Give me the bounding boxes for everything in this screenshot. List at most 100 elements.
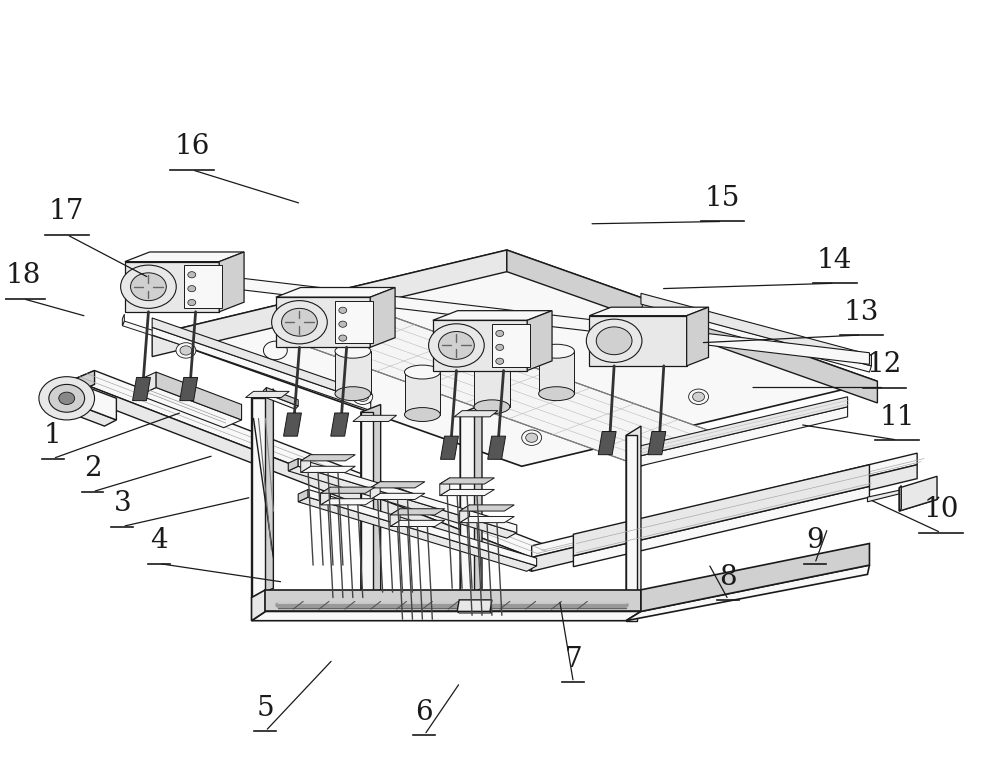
Polygon shape bbox=[298, 459, 517, 532]
Polygon shape bbox=[252, 389, 273, 598]
Circle shape bbox=[353, 389, 373, 405]
Polygon shape bbox=[284, 413, 301, 436]
Polygon shape bbox=[73, 370, 95, 394]
Circle shape bbox=[439, 332, 474, 360]
Polygon shape bbox=[639, 397, 848, 456]
Polygon shape bbox=[390, 508, 400, 526]
Polygon shape bbox=[573, 487, 869, 567]
Polygon shape bbox=[288, 467, 517, 538]
Text: 18: 18 bbox=[5, 263, 41, 289]
Polygon shape bbox=[390, 520, 445, 526]
Polygon shape bbox=[441, 436, 458, 460]
Polygon shape bbox=[252, 590, 265, 621]
Polygon shape bbox=[899, 486, 901, 511]
Polygon shape bbox=[321, 487, 330, 505]
Polygon shape bbox=[641, 293, 871, 366]
Polygon shape bbox=[331, 413, 349, 436]
Polygon shape bbox=[72, 381, 116, 420]
Polygon shape bbox=[532, 453, 917, 557]
Polygon shape bbox=[133, 377, 150, 401]
Circle shape bbox=[176, 343, 196, 358]
Polygon shape bbox=[492, 324, 530, 367]
Circle shape bbox=[526, 433, 538, 443]
Polygon shape bbox=[687, 307, 709, 366]
Polygon shape bbox=[460, 505, 470, 522]
Ellipse shape bbox=[474, 357, 510, 371]
Polygon shape bbox=[457, 611, 492, 613]
Ellipse shape bbox=[335, 387, 371, 401]
Polygon shape bbox=[335, 301, 373, 343]
Text: 11: 11 bbox=[880, 404, 915, 431]
Text: 1: 1 bbox=[44, 422, 62, 450]
Circle shape bbox=[496, 330, 504, 336]
Bar bbox=[335, 351, 371, 394]
Polygon shape bbox=[460, 405, 482, 598]
Circle shape bbox=[188, 285, 196, 291]
Polygon shape bbox=[353, 415, 397, 422]
Circle shape bbox=[339, 307, 347, 313]
Polygon shape bbox=[298, 490, 308, 501]
Text: 12: 12 bbox=[867, 351, 902, 378]
Polygon shape bbox=[180, 377, 198, 401]
Polygon shape bbox=[370, 494, 425, 499]
Polygon shape bbox=[370, 482, 425, 488]
Polygon shape bbox=[370, 482, 380, 499]
Polygon shape bbox=[184, 266, 222, 308]
Polygon shape bbox=[527, 311, 552, 370]
Polygon shape bbox=[433, 320, 527, 370]
Polygon shape bbox=[252, 398, 265, 598]
Ellipse shape bbox=[539, 344, 574, 358]
Text: 2: 2 bbox=[84, 456, 101, 483]
Polygon shape bbox=[457, 600, 492, 611]
Polygon shape bbox=[301, 455, 311, 473]
Polygon shape bbox=[154, 268, 869, 364]
Polygon shape bbox=[321, 498, 375, 505]
Polygon shape bbox=[263, 394, 298, 409]
Polygon shape bbox=[573, 465, 869, 556]
Polygon shape bbox=[589, 307, 709, 315]
Polygon shape bbox=[626, 426, 641, 621]
Polygon shape bbox=[152, 250, 507, 356]
Polygon shape bbox=[263, 388, 266, 397]
Polygon shape bbox=[276, 288, 395, 297]
Polygon shape bbox=[440, 478, 494, 484]
Polygon shape bbox=[440, 478, 450, 495]
Polygon shape bbox=[265, 590, 641, 611]
Text: 5: 5 bbox=[257, 695, 274, 722]
Polygon shape bbox=[440, 490, 494, 495]
Circle shape bbox=[121, 265, 176, 308]
Ellipse shape bbox=[335, 344, 371, 358]
Polygon shape bbox=[288, 308, 722, 467]
Bar bbox=[474, 364, 510, 407]
Polygon shape bbox=[460, 505, 514, 511]
Polygon shape bbox=[626, 436, 637, 621]
Polygon shape bbox=[589, 315, 687, 366]
Polygon shape bbox=[73, 370, 554, 557]
Circle shape bbox=[59, 392, 75, 405]
Polygon shape bbox=[266, 388, 298, 406]
Circle shape bbox=[429, 324, 484, 367]
Polygon shape bbox=[899, 477, 937, 511]
Polygon shape bbox=[598, 432, 616, 455]
Text: 9: 9 bbox=[806, 527, 824, 554]
Circle shape bbox=[282, 308, 317, 336]
Polygon shape bbox=[460, 414, 474, 598]
Polygon shape bbox=[390, 508, 445, 515]
Circle shape bbox=[263, 341, 287, 360]
Polygon shape bbox=[321, 487, 375, 494]
Polygon shape bbox=[246, 391, 289, 398]
Text: 13: 13 bbox=[844, 298, 879, 326]
Polygon shape bbox=[301, 455, 355, 461]
Polygon shape bbox=[152, 250, 877, 467]
Polygon shape bbox=[641, 304, 871, 372]
Text: 15: 15 bbox=[705, 185, 740, 212]
Text: 7: 7 bbox=[565, 646, 582, 673]
Polygon shape bbox=[308, 490, 537, 566]
Polygon shape bbox=[276, 297, 370, 347]
Polygon shape bbox=[125, 262, 219, 312]
Polygon shape bbox=[507, 250, 877, 403]
Ellipse shape bbox=[405, 365, 440, 379]
Polygon shape bbox=[641, 543, 869, 611]
Circle shape bbox=[339, 321, 347, 327]
Circle shape bbox=[693, 392, 705, 401]
